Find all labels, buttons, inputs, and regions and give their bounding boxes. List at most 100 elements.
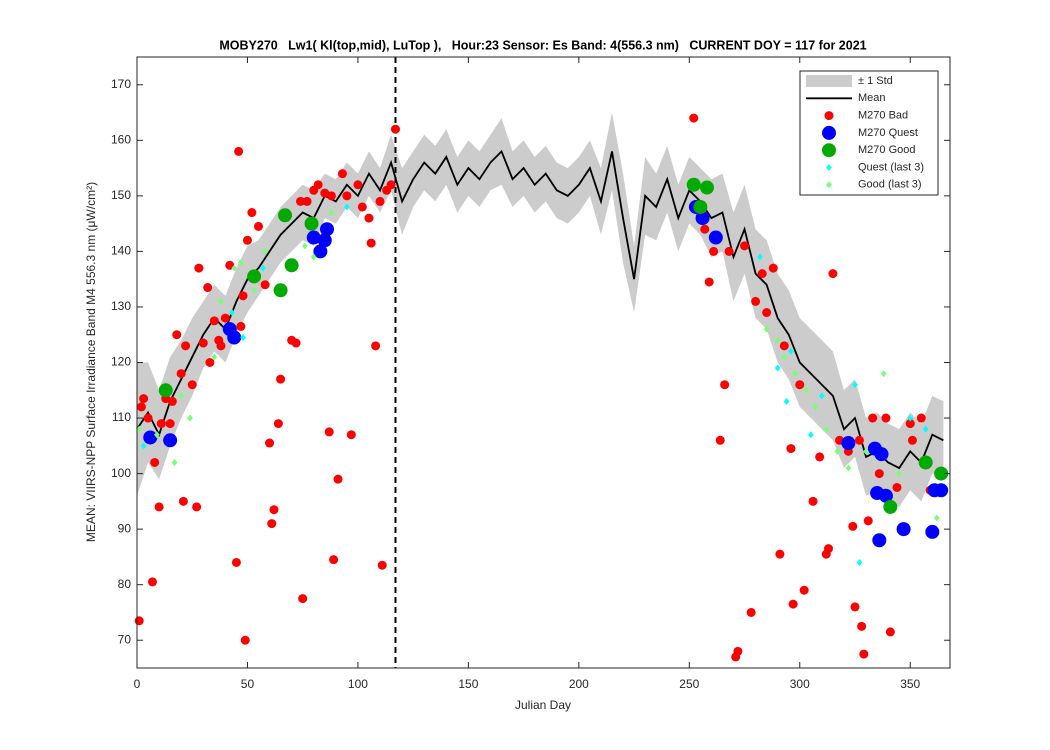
circle-marker <box>306 230 321 245</box>
circle-marker <box>925 524 940 539</box>
circle-marker <box>147 577 157 587</box>
circle-marker <box>304 216 319 231</box>
circle-marker <box>762 308 772 318</box>
legend-label: Mean <box>858 92 886 104</box>
circle-marker <box>194 263 204 273</box>
diamond-marker <box>211 353 218 361</box>
y-tick-label: 140 <box>111 244 131 258</box>
circle-marker <box>172 330 182 340</box>
circle-marker <box>167 396 177 406</box>
diamond-marker <box>896 470 902 478</box>
circle-marker <box>386 180 396 190</box>
circle-marker <box>236 321 246 331</box>
circle-marker <box>317 233 332 248</box>
circle-marker <box>390 124 400 134</box>
circle-marker <box>238 291 248 301</box>
circle-marker <box>724 246 734 256</box>
x-tick-label: 200 <box>569 677 589 691</box>
diamond-marker <box>880 370 887 378</box>
circle-marker <box>768 263 778 273</box>
circle-marker <box>779 341 789 351</box>
circle-marker <box>231 557 241 567</box>
circle-marker <box>346 430 356 440</box>
circle-marker <box>907 435 917 445</box>
circle-marker <box>313 180 323 190</box>
circle-marker <box>198 338 208 348</box>
diamond-marker <box>792 370 799 378</box>
circle-marker <box>273 283 288 298</box>
circle-marker <box>353 180 363 190</box>
circle-marker <box>874 469 884 479</box>
circle-marker <box>150 457 160 467</box>
legend-label: M270 Bad <box>858 110 908 122</box>
diamond-marker <box>136 425 143 433</box>
circle-marker <box>276 374 286 384</box>
circle-marker <box>892 482 902 492</box>
circle-marker <box>823 544 833 554</box>
circle-marker <box>220 313 230 323</box>
circle-marker <box>371 341 381 351</box>
diamond-marker <box>238 259 244 267</box>
circle-marker <box>342 191 352 201</box>
legend-label: Good (last 3) <box>858 179 922 191</box>
diamond-marker <box>788 347 794 355</box>
circle-marker <box>704 277 714 287</box>
legend-label: Quest (last 3) <box>858 161 924 173</box>
diamond-marker <box>229 309 235 317</box>
diamond-marker <box>344 203 350 211</box>
circle-marker <box>319 222 334 237</box>
circle-marker <box>357 202 367 212</box>
x-tick-label: 0 <box>134 677 141 691</box>
circle-marker <box>302 196 312 206</box>
circle-marker <box>808 496 818 506</box>
circle-marker <box>740 241 750 251</box>
legend-swatch <box>822 143 836 158</box>
circle-marker <box>720 380 730 390</box>
circle-marker <box>795 380 805 390</box>
circle-marker <box>905 419 915 429</box>
circle-marker <box>715 435 725 445</box>
circle-marker <box>329 555 339 565</box>
x-tick-label: 100 <box>348 677 368 691</box>
diamond-marker <box>856 558 863 566</box>
circle-marker <box>295 196 305 206</box>
circle-marker <box>203 283 213 293</box>
circle-marker <box>326 191 336 201</box>
circle-marker <box>269 505 279 515</box>
circle-marker <box>878 488 893 503</box>
legend-swatch <box>806 75 852 87</box>
diamond-marker <box>819 392 825 400</box>
circle-marker <box>686 177 701 192</box>
legend-label: M270 Quest <box>858 127 918 139</box>
diamond-marker <box>310 253 317 261</box>
circle-marker <box>364 213 374 223</box>
diamond-marker <box>328 209 335 217</box>
y-tick-label: 150 <box>111 188 131 202</box>
circle-marker <box>176 369 186 379</box>
diamond-marker <box>834 447 841 455</box>
circle-marker <box>324 427 334 437</box>
circle-marker <box>242 235 252 245</box>
circle-marker <box>254 221 264 231</box>
diamond-marker <box>171 458 178 466</box>
circle-marker <box>799 585 809 595</box>
diamond-marker <box>783 397 790 405</box>
circle-marker <box>134 616 144 626</box>
circle-marker <box>209 316 219 326</box>
x-tick-label: 150 <box>458 677 478 691</box>
y-tick-label: 80 <box>118 577 132 591</box>
x-tick-label: 50 <box>241 677 255 691</box>
diamond-marker <box>907 414 914 422</box>
circle-marker <box>699 180 714 195</box>
circle-marker <box>751 296 761 306</box>
y-tick-label: 120 <box>111 355 131 369</box>
circle-marker <box>857 621 867 631</box>
diamond-marker <box>178 392 184 400</box>
diamond-marker <box>218 297 224 305</box>
circle-marker <box>859 649 869 659</box>
circle-marker <box>708 230 723 245</box>
circle-marker <box>848 521 858 531</box>
legend-label: ± 1 Std <box>858 75 893 87</box>
x-tick-label: 300 <box>790 677 810 691</box>
x-tick-label: 350 <box>900 677 920 691</box>
